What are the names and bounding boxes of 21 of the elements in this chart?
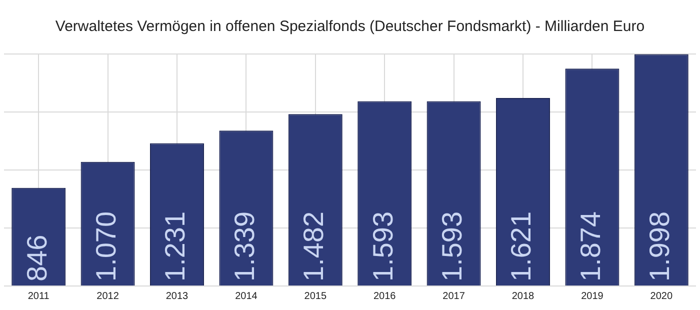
data-label: 1.339 <box>228 211 260 282</box>
data-label: 1.593 <box>367 211 398 282</box>
x-tick-label: 2012 <box>96 290 120 302</box>
x-tick-label: 2017 <box>442 290 466 302</box>
data-label: 1.998 <box>644 211 676 282</box>
x-tick-label: 2020 <box>650 290 673 302</box>
x-tick-label: 2011 <box>28 290 50 302</box>
data-label: 846 <box>21 234 52 282</box>
x-tick-label: 2016 <box>373 290 396 302</box>
data-label: 1.874 <box>574 211 606 282</box>
x-tick-label: 2014 <box>235 290 258 302</box>
chart-title: Verwaltetes Vermögen in offenen Spezialfonds (Deutscher Fondsmarkt) - Milliarden Euro <box>55 18 645 36</box>
x-tick-label: 2013 <box>166 290 189 302</box>
x-tick-label: 2019 <box>581 290 604 302</box>
data-label: 1.482 <box>298 211 330 282</box>
data-label: 1.070 <box>90 211 122 282</box>
data-label: 1.621 <box>506 211 537 282</box>
data-label: 1.231 <box>160 211 191 282</box>
data-label: 1.593 <box>436 211 468 282</box>
x-tick-label: 2015 <box>304 290 327 302</box>
x-tick-label: 2018 <box>512 290 535 302</box>
